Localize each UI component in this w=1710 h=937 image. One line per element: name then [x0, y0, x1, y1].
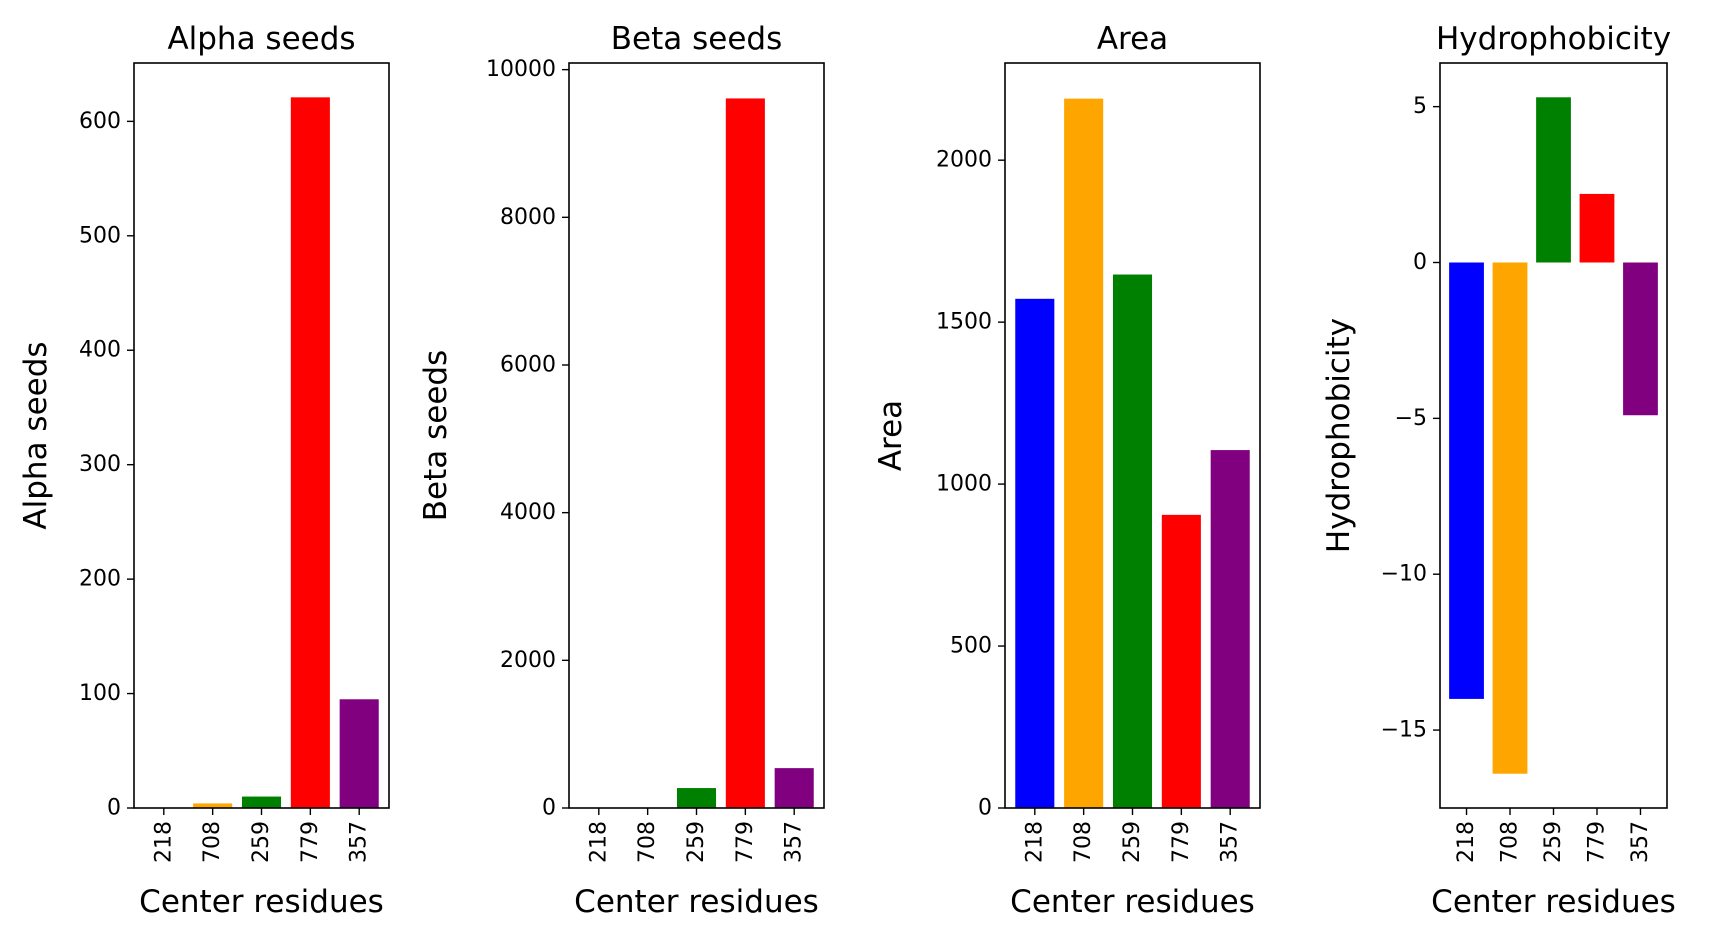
y-tick-label: 500 — [79, 223, 121, 248]
y-tick-label: 400 — [79, 338, 121, 363]
bar-708 — [1492, 262, 1528, 774]
axes-frame — [568, 62, 825, 809]
x-tick-label-779: 779 — [1169, 821, 1194, 863]
bar-259 — [1112, 274, 1153, 808]
x-tick-label-259: 259 — [1541, 821, 1566, 863]
x-tick-label-779: 779 — [298, 821, 323, 863]
bar-708 — [193, 803, 233, 808]
x-axis-label: Center residues — [139, 884, 384, 920]
chart-title: Beta seeds — [611, 21, 782, 57]
y-tick-label: 300 — [79, 452, 121, 477]
x-tick-label-259: 259 — [249, 821, 274, 863]
bar-357 — [1210, 450, 1250, 808]
y-tick-label: 100 — [79, 681, 121, 706]
panel-alpha-seeds: 0 100 200 300 400 500 600 218 708 259 779 357 Alpha … — [18, 21, 390, 920]
y-tick-label: 0 — [978, 796, 992, 821]
bar-779 — [290, 97, 330, 808]
x-tick-label-357: 357 — [1218, 821, 1243, 863]
bar-259 — [1536, 97, 1571, 263]
bar-259 — [676, 788, 717, 808]
bar-779 — [1579, 193, 1615, 263]
panel-beta-seeds: 0 2000 4000 6000 8000 10000 218 708 259 779 357 Bet… — [418, 21, 825, 920]
x-tick-label-357: 357 — [347, 821, 372, 863]
x-tick-label-218: 218 — [586, 821, 611, 863]
axes-frame — [133, 62, 390, 809]
x-axis-label: Center residues — [574, 884, 819, 920]
x-tick-label-259: 259 — [1120, 821, 1145, 863]
bar-218 — [1449, 262, 1484, 699]
y-tick-label: 500 — [950, 634, 992, 659]
bar-357 — [774, 768, 814, 808]
y-tick-label: 600 — [79, 109, 121, 134]
chart-title: Alpha seeds — [167, 21, 355, 57]
chart-title: Hydrophobicity — [1436, 21, 1671, 57]
y-tick-label: 4000 — [500, 500, 556, 525]
panel-hydrophobicity: −15 −10 −5 0 5 218 708 259 779 357 Hydrophobicity C… — [1321, 21, 1676, 920]
y-tick-label: 10000 — [486, 57, 556, 82]
x-tick-label-357: 357 — [1628, 821, 1653, 863]
x-tick-label-779: 779 — [733, 821, 758, 863]
bar-779 — [1161, 514, 1201, 808]
x-tick-label-708: 708 — [1498, 821, 1523, 863]
y-tick-label: 0 — [1413, 250, 1427, 275]
bar-218 — [1015, 298, 1055, 808]
x-tick-label-218: 218 — [1022, 821, 1047, 863]
y-tick-label: −10 — [1381, 562, 1427, 587]
y-axis-label: Area — [873, 400, 909, 471]
x-axis-label: Center residues — [1431, 884, 1676, 920]
y-tick-label: 0 — [542, 796, 556, 821]
x-tick-label-218: 218 — [1454, 821, 1479, 863]
y-tick-label: −15 — [1381, 718, 1427, 743]
x-tick-label-708: 708 — [1071, 821, 1096, 863]
bar-357 — [339, 699, 379, 808]
y-axis-label: Beta seeds — [418, 350, 454, 521]
y-tick-label: 1500 — [936, 310, 992, 335]
bar-357 — [1623, 262, 1658, 416]
y-tick-label: 8000 — [500, 205, 556, 230]
bar-708 — [1064, 98, 1104, 808]
x-tick-label-708: 708 — [635, 821, 660, 863]
y-tick-label: 200 — [79, 567, 121, 592]
x-axis-label: Center residues — [1010, 884, 1255, 920]
y-tick-label: 6000 — [500, 352, 556, 377]
x-tick-label-708: 708 — [200, 821, 225, 863]
x-tick-label-357: 357 — [782, 821, 807, 863]
x-tick-label-779: 779 — [1584, 821, 1609, 863]
y-tick-label: 5 — [1413, 94, 1427, 119]
y-axis-label: Hydrophobicity — [1321, 318, 1357, 553]
panel-area: 0 500 1000 1500 2000 218 708 259 779 357 Area Cente… — [873, 21, 1261, 920]
bar-779 — [725, 98, 765, 808]
chart-title: Area — [1097, 21, 1168, 57]
y-tick-label: 2000 — [500, 648, 556, 673]
y-axis-label: Alpha seeds — [18, 341, 54, 529]
bar-259 — [241, 796, 282, 808]
y-tick-label: 0 — [107, 796, 121, 821]
x-tick-label-218: 218 — [151, 821, 176, 863]
y-tick-label: 2000 — [936, 148, 992, 173]
y-tick-label: 1000 — [936, 472, 992, 497]
x-tick-label-259: 259 — [684, 821, 709, 863]
y-tick-label: −5 — [1395, 406, 1427, 431]
